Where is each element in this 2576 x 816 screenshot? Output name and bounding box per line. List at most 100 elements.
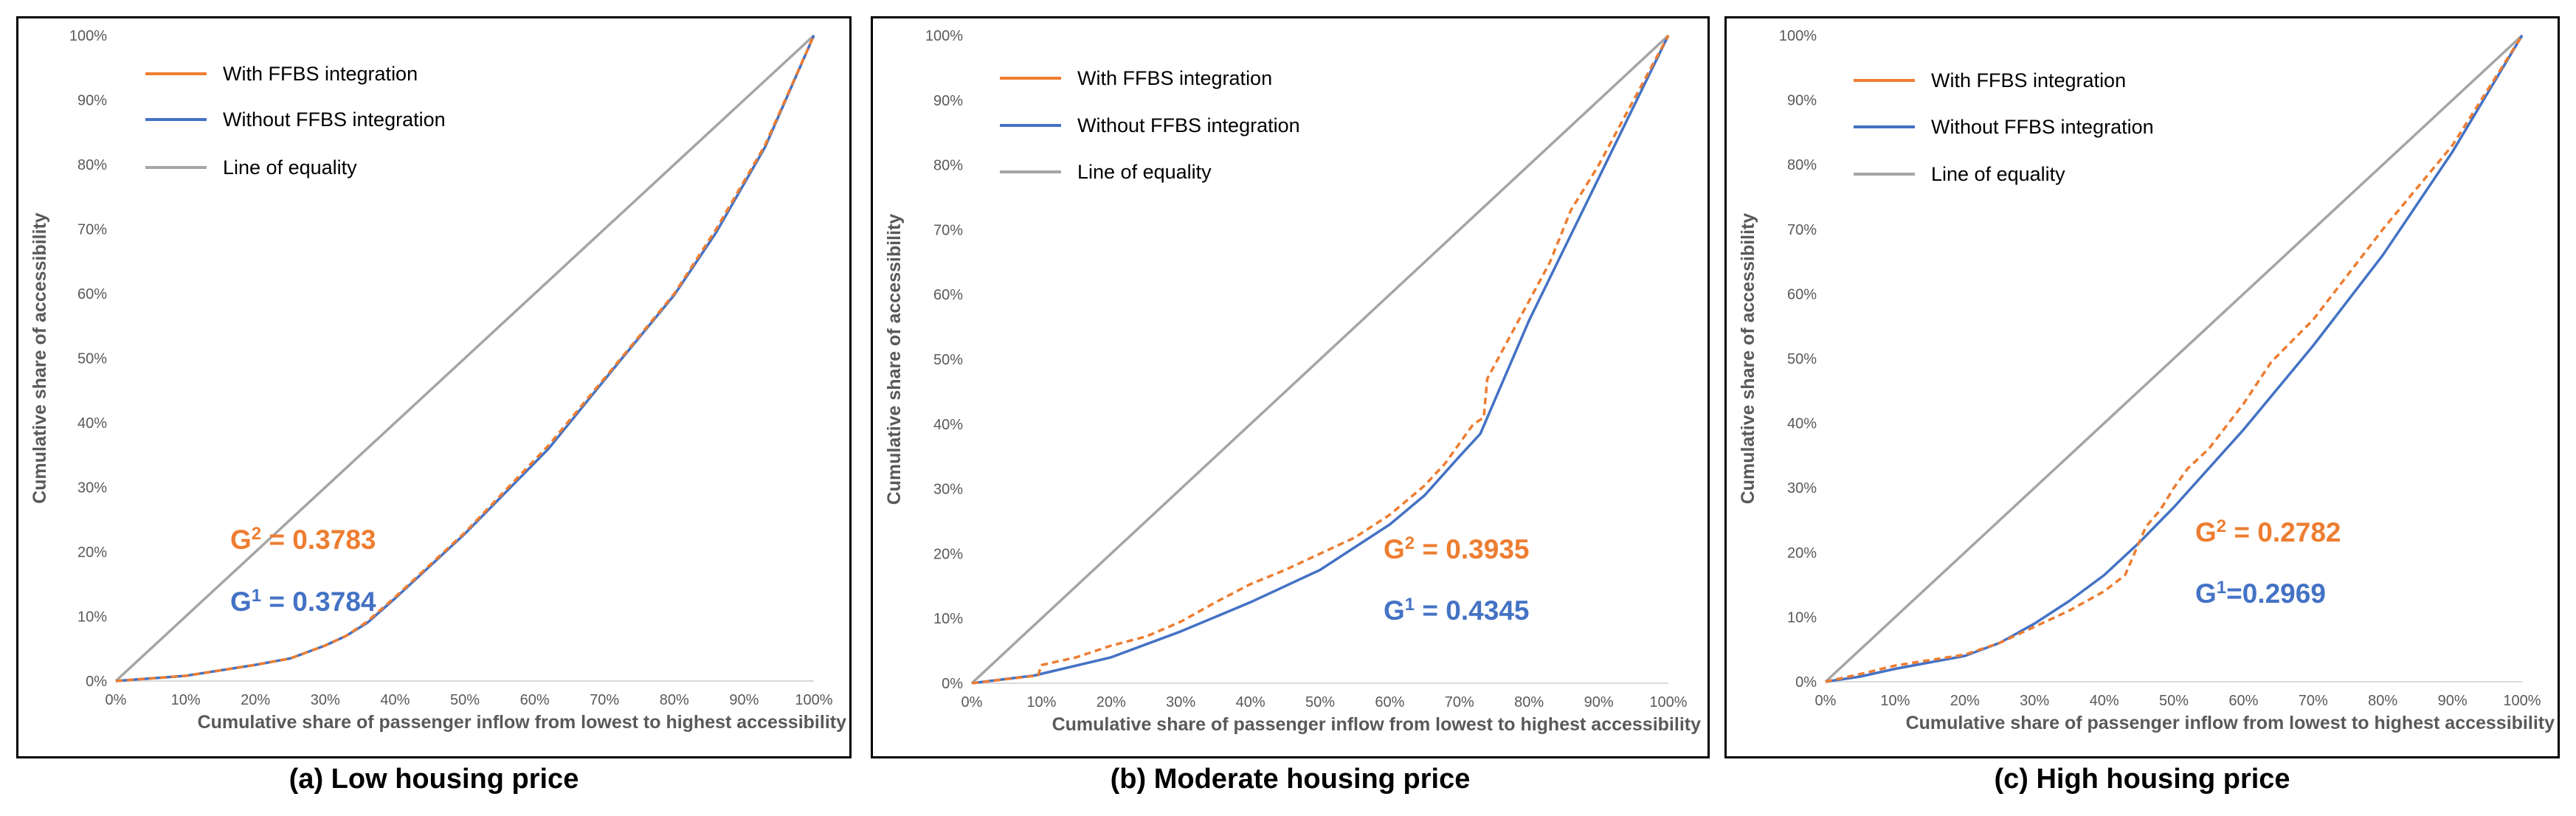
panel-b-y-tick-label: 0% <box>942 676 963 692</box>
panel-a-x-tick-label: 50% <box>450 692 480 708</box>
panel-a-y-tick-label: 30% <box>77 480 107 497</box>
panel-a-y-tick-label: 90% <box>77 93 107 109</box>
panel-a-x-tick-label: 90% <box>729 692 759 708</box>
panel-c-y-tick-label: 100% <box>1779 28 1817 44</box>
panel-c-series-line-of-equality <box>1824 34 2524 683</box>
panel-b-x-tick-label: 70% <box>1445 694 1474 710</box>
panel-c-y-tick-label: 0% <box>1795 674 1817 691</box>
panel-b-x-tick-label: 20% <box>1097 694 1126 710</box>
panel-c-y-tick-label: 20% <box>1787 545 1817 561</box>
panel-b-x-tick-label: 80% <box>1514 694 1544 710</box>
panel-a-y-tick-label: 50% <box>77 351 107 367</box>
panel-c-caption: (c) High housing price <box>1994 764 2290 795</box>
panel-c-x-tick-label: 100% <box>2503 693 2541 709</box>
panel-c-y-tick-label: 60% <box>1787 286 1817 302</box>
panel-c-x-tick-label: 90% <box>2438 693 2468 709</box>
panel-a-x-tick-label: 60% <box>520 692 550 708</box>
panel-b-x-tick-label: 90% <box>1584 694 1614 710</box>
panel-a-legend-label: With FFBS integration <box>223 63 418 85</box>
panel-a-series-without-ffbs-integration <box>115 35 815 682</box>
panel-c-y-tick-label: 10% <box>1787 609 1817 626</box>
panel-a-x-tick-label: 20% <box>241 692 270 708</box>
panel-b-y-tick-label: 80% <box>933 158 963 174</box>
panel-b-x-tick-label: 10% <box>1026 694 1056 710</box>
panel-a-chart: 0% 0% 10% 10% 20% 20% 30% 30% 40% 40% 50% 50% 60% 60%… <box>30 28 846 733</box>
panel-b-y-tick-label: 20% <box>933 546 963 562</box>
panel-b-y-tick-label: 50% <box>933 352 963 368</box>
panel-b-x-tick-label: 30% <box>1166 694 1195 710</box>
panel-b-x-tick-label: 0% <box>961 694 983 710</box>
panel-a-x-tick-label: 40% <box>380 692 410 708</box>
panel-c-y-tick-label: 30% <box>1787 480 1817 497</box>
panel-c-x-tick-label: 40% <box>2090 693 2119 709</box>
panel-a-y-tick-label: 20% <box>77 544 107 561</box>
panel-b-y-tick-label: 70% <box>933 222 963 238</box>
panel-a-x-tick-label: 0% <box>106 692 127 708</box>
panel-c-x-tick-label: 80% <box>2368 693 2397 709</box>
panel-a-y-tick-label: 40% <box>77 415 107 432</box>
panel-a-x-tick-label: 100% <box>795 692 832 708</box>
panel-c-x-tick-label: 50% <box>2159 693 2189 709</box>
panel-b-y-tick-label: 30% <box>933 482 963 498</box>
panel-b-series-with-ffbs-integration <box>971 35 1670 685</box>
panel-b-y-axis-title: Cumulative share of accessibility <box>884 214 905 505</box>
panel-a-gini-without-label: G1 = 0.3784 <box>230 586 376 617</box>
panel-a-x-tick-label: 30% <box>311 692 340 708</box>
panel-a-y-tick-label: 100% <box>69 28 107 44</box>
panel-a-legend-label: Without FFBS integration <box>223 108 446 131</box>
panel-b-x-tick-label: 100% <box>1649 694 1687 710</box>
panel-c-series-without-ffbs-integration <box>1825 35 2524 683</box>
panel-c-y-tick-label: 70% <box>1787 222 1817 238</box>
panel-a-y-axis-title: Cumulative share of accessibility <box>30 212 50 504</box>
panel-b-y-tick-label: 100% <box>925 28 963 44</box>
panel-b-legend-label: With FFBS integration <box>1077 67 1272 89</box>
panel-a-series-line-of-equality <box>114 34 815 682</box>
panel-a-y-tick-label: 10% <box>77 609 107 626</box>
panel-b-x-tick-label: 40% <box>1236 694 1265 710</box>
panel-b-y-tick-label: 10% <box>933 611 963 627</box>
panel-c-y-tick-label: 40% <box>1787 416 1817 432</box>
panel-c-gini-with-label: G2 = 0.2782 <box>2195 516 2341 547</box>
panel-a-caption: (a) Low housing price <box>289 764 579 795</box>
panel-b-caption: (b) Moderate housing price <box>1110 764 1471 795</box>
panel-a-legend-label: Line of equality <box>223 156 357 179</box>
panel-b-y-tick-label: 90% <box>933 93 963 109</box>
panel-a-x-tick-label: 10% <box>171 692 201 708</box>
panel-c-series-with-ffbs-integration <box>1825 35 2524 683</box>
panel-b-x-tick-label: 60% <box>1375 694 1404 710</box>
panel-c-legend-label: With FFBS integration <box>1931 69 2126 91</box>
panel-a-y-tick-label: 80% <box>77 157 107 173</box>
panel-c-x-tick-label: 30% <box>2020 693 2049 709</box>
panel-c-x-tick-label: 60% <box>2228 693 2258 709</box>
panel-a-x-tick-label: 80% <box>660 692 689 708</box>
panel-a-x-tick-label: 70% <box>590 692 619 708</box>
panel-c-chart: 0% 0% 10% 10% 20% 20% 30% 30% 40% 40% 50% 50% 60% 60%… <box>1738 28 2555 733</box>
panel-c-x-axis-title: Cumulative share of passenger inflow fro… <box>1906 713 2555 733</box>
panel-c-y-tick-label: 90% <box>1787 93 1817 109</box>
panel-c-y-tick-label: 50% <box>1787 351 1817 367</box>
panel-c-x-tick-label: 10% <box>1880 693 1910 709</box>
panel-c-legend-label: Without FFBS integration <box>1931 116 2154 138</box>
panel-c-legend-label: Line of equality <box>1931 163 2065 185</box>
panel-b-y-tick-label: 40% <box>933 417 963 433</box>
panel-a-y-tick-label: 60% <box>77 286 107 302</box>
panel-a-x-axis-title: Cumulative share of passenger inflow fro… <box>198 712 846 733</box>
panel-b-y-tick-label: 60% <box>933 287 963 303</box>
panel-b-gini-without-label: G1 = 0.4345 <box>1384 595 1529 626</box>
panel-c-gini-without-label: G1=0.2969 <box>2195 578 2326 609</box>
panel-c-x-tick-label: 0% <box>1815 693 1837 709</box>
panel-b-chart: 0% 0% 10% 10% 20% 20% 30% 30% 40% 40% 50% 50% 60% 60%… <box>884 28 1701 735</box>
panel-b-series-line-of-equality <box>970 34 1670 685</box>
panel-b-legend-label: Line of equality <box>1077 161 1212 183</box>
panel-a-y-tick-label: 0% <box>86 674 107 690</box>
panel-a-y-tick-label: 70% <box>77 222 107 238</box>
panel-c-y-axis-title: Cumulative share of accessibility <box>1738 213 1758 505</box>
panel-b-legend-label: Without FFBS integration <box>1077 114 1300 136</box>
panel-b-series-without-ffbs-integration <box>971 35 1670 685</box>
panel-b-x-axis-title: Cumulative share of passenger inflow fro… <box>1052 714 1701 735</box>
panel-a-series-with-ffbs-integration <box>115 35 815 682</box>
panel-b-gini-with-label: G2 = 0.3935 <box>1384 533 1529 564</box>
panel-c-y-tick-label: 80% <box>1787 157 1817 173</box>
panel-c-x-tick-label: 70% <box>2299 693 2328 709</box>
